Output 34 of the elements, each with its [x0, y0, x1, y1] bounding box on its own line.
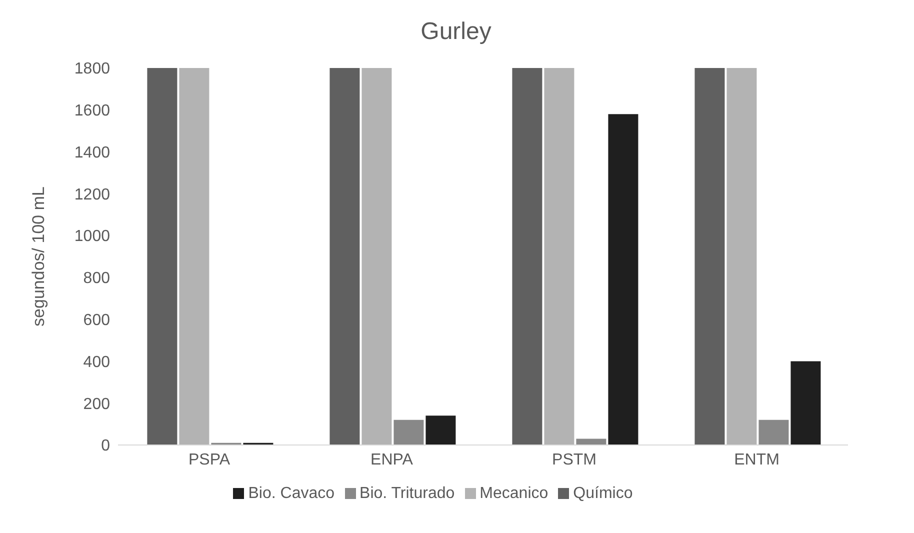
- legend-label: Mecanico: [480, 485, 548, 502]
- x-tick-label: PSPA: [188, 451, 230, 468]
- bar: [330, 68, 360, 445]
- bar: [758, 420, 789, 445]
- bar: [544, 68, 574, 445]
- legend-label: Bio. Triturado: [360, 485, 455, 502]
- y-tick-label: 800: [83, 270, 110, 288]
- y-tick-label: 1800: [74, 60, 110, 78]
- bar: [694, 68, 725, 445]
- bar: [512, 68, 542, 445]
- chart-title: Gurley: [420, 17, 492, 47]
- y-tick-label: 1400: [74, 144, 110, 162]
- bar: [426, 416, 456, 445]
- bar: [726, 68, 757, 445]
- bar: [394, 420, 424, 445]
- bar: [362, 68, 392, 445]
- bar: [790, 361, 821, 445]
- bar: [147, 68, 178, 445]
- y-tick-label: 200: [83, 396, 110, 413]
- x-tick-label: ENTM: [734, 451, 780, 468]
- y-tick-label: 400: [83, 354, 110, 371]
- y-tick-label: 0: [101, 438, 110, 455]
- y-axis-title: segundos/ 100 mL: [29, 186, 48, 326]
- y-tick-label: 1000: [74, 228, 110, 246]
- x-tick-label: PSTM: [552, 451, 596, 468]
- y-tick-label: 600: [83, 312, 110, 330]
- bar: [576, 438, 606, 445]
- bar: [608, 114, 638, 445]
- y-tick-label: 1200: [74, 186, 110, 204]
- y-tick-label: 1600: [74, 102, 110, 120]
- legend-label: Químico: [573, 485, 633, 502]
- legend-label: Bio. Cavaco: [248, 485, 335, 502]
- bar: [179, 68, 210, 445]
- x-tick-label: ENPA: [370, 451, 414, 468]
